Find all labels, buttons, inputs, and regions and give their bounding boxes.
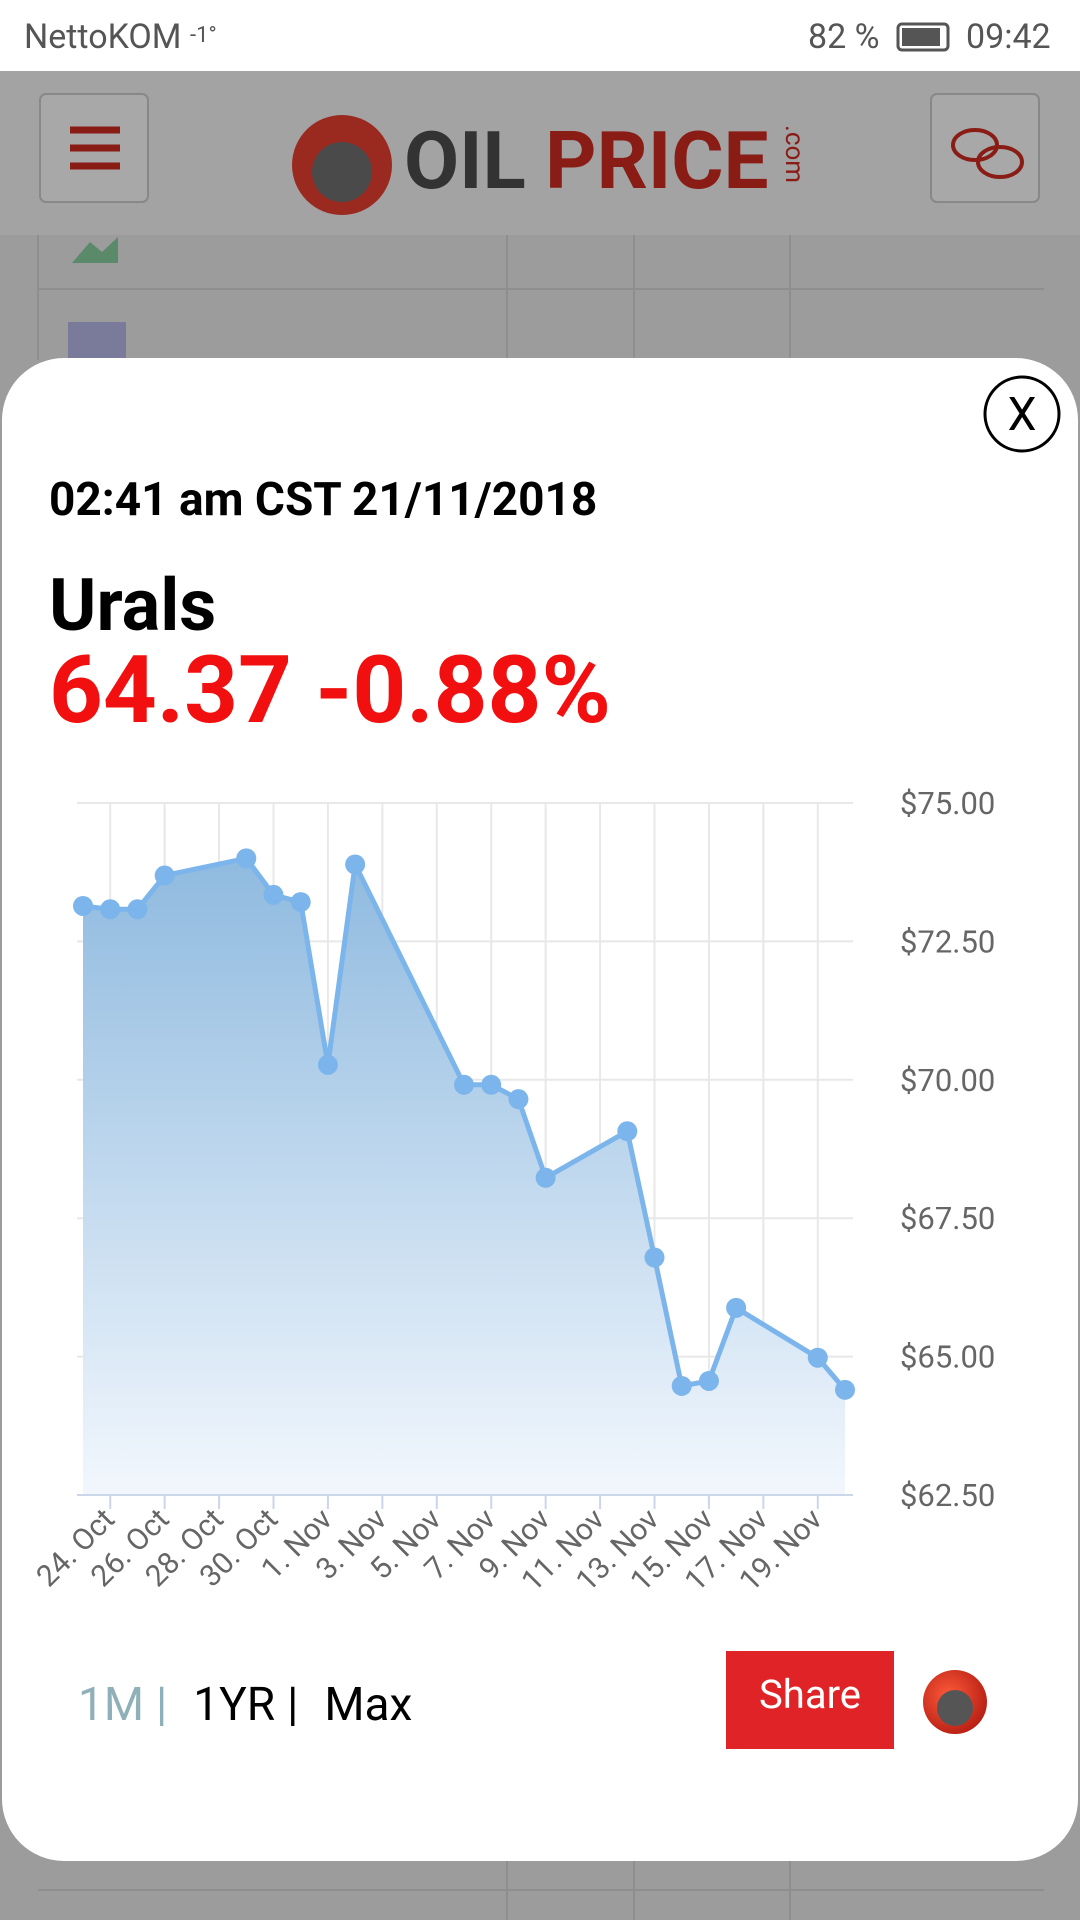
background-table bbox=[37, 235, 1044, 1920]
point bbox=[454, 1074, 474, 1095]
header bbox=[0, 71, 1080, 235]
chat-icon bbox=[951, 128, 1024, 179]
range-1yr[interactable]: 1YR bbox=[193, 1678, 275, 1732]
point bbox=[644, 1247, 665, 1268]
point bbox=[835, 1379, 855, 1400]
trend-icon bbox=[72, 237, 118, 263]
range-selector: 1M | 1YR | Max bbox=[78, 1678, 412, 1732]
point bbox=[726, 1297, 747, 1318]
logo-small-drop bbox=[937, 1690, 973, 1726]
carrier: NettoKOM bbox=[24, 17, 181, 57]
range-1m[interactable]: 1M bbox=[78, 1678, 144, 1732]
range-max[interactable]: Max bbox=[324, 1678, 412, 1732]
point bbox=[236, 848, 257, 869]
point bbox=[617, 1121, 638, 1142]
area bbox=[83, 858, 845, 1495]
point bbox=[154, 865, 175, 886]
logo-price: PRICE bbox=[545, 114, 769, 208]
change: -0.88% bbox=[315, 635, 611, 745]
y-tick-label: $75.00 bbox=[900, 785, 995, 822]
point bbox=[317, 1054, 338, 1075]
point bbox=[481, 1074, 502, 1095]
point bbox=[263, 884, 284, 905]
price: 64.37 bbox=[49, 635, 292, 745]
point bbox=[671, 1375, 692, 1396]
battery-icon bbox=[896, 22, 950, 52]
separator: | bbox=[287, 1678, 298, 1732]
flag-icon bbox=[68, 322, 126, 358]
point bbox=[535, 1167, 556, 1188]
y-tick-label: $70.00 bbox=[900, 1062, 995, 1099]
point bbox=[73, 895, 93, 916]
point bbox=[127, 899, 148, 920]
y-tick-label: $62.50 bbox=[900, 1477, 995, 1514]
close-button[interactable] bbox=[983, 375, 1061, 453]
status-bar bbox=[0, 0, 1080, 71]
temperature: -1° bbox=[190, 23, 217, 48]
point bbox=[290, 892, 311, 913]
point bbox=[807, 1347, 828, 1368]
logo-oil: OIL bbox=[404, 114, 526, 208]
battery-level: 82 % bbox=[808, 17, 880, 57]
y-tick-label: $72.50 bbox=[900, 923, 995, 960]
chat-button[interactable] bbox=[930, 93, 1040, 203]
price-change: 64.37 -0.88% bbox=[49, 635, 611, 745]
menu-icon bbox=[70, 126, 120, 170]
logo-drop bbox=[312, 142, 372, 202]
point bbox=[345, 854, 366, 875]
point bbox=[698, 1370, 719, 1391]
share-button[interactable] bbox=[726, 1651, 894, 1749]
battery-fill bbox=[902, 28, 940, 46]
y-tick-label: $67.50 bbox=[900, 1200, 995, 1237]
share-label[interactable]: Share bbox=[759, 1671, 861, 1718]
separator: | bbox=[156, 1678, 167, 1732]
logo-com: .com bbox=[779, 125, 809, 183]
point bbox=[508, 1089, 529, 1110]
time: 09:42 bbox=[966, 17, 1051, 57]
point bbox=[100, 899, 121, 920]
close-label[interactable]: X bbox=[1008, 388, 1037, 442]
instrument-name: Urals bbox=[49, 563, 216, 648]
timestamp: 02:41 am CST 21/11/2018 bbox=[49, 473, 597, 527]
y-tick-label: $65.00 bbox=[900, 1339, 995, 1376]
